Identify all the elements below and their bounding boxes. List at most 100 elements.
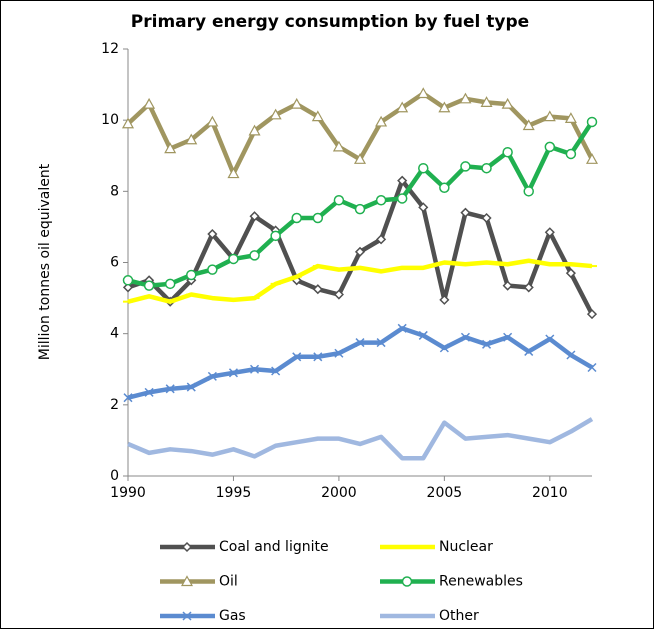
point: [354, 246, 366, 257]
point: [143, 280, 155, 291]
legend-label: Renewables: [439, 574, 523, 590]
point: [354, 203, 366, 215]
point: [313, 352, 323, 362]
point: [207, 371, 217, 381]
point: [460, 161, 471, 172]
point: [587, 362, 597, 373]
point: [566, 350, 576, 360]
point: [418, 162, 429, 174]
point: [206, 115, 219, 127]
point: [249, 211, 260, 222]
point: [333, 194, 345, 206]
point: [397, 175, 408, 186]
point: [439, 343, 449, 353]
point: [523, 186, 534, 197]
legend-marker: [182, 611, 192, 621]
y-axis-label: Million tonnes oil equivalent: [37, 163, 53, 360]
point: [460, 332, 470, 342]
point: [248, 124, 261, 136]
point: [186, 269, 197, 281]
point: [270, 230, 281, 242]
chart-title: Primary energy consumption by fuel type: [131, 12, 529, 32]
point: [544, 141, 556, 153]
point: [396, 193, 408, 204]
point: [207, 264, 218, 275]
y-tick-label: 2: [110, 397, 119, 413]
y-tick-label: 10: [101, 112, 119, 128]
point: [375, 194, 387, 206]
point: [480, 96, 493, 107]
point: [564, 112, 577, 123]
legend-label: Coal and lignite: [219, 539, 329, 555]
point: [522, 119, 535, 131]
point: [355, 338, 365, 348]
legend-label: Other: [439, 608, 479, 624]
point: [312, 212, 324, 224]
legend-label: Oil: [219, 574, 238, 590]
point: [271, 366, 281, 376]
point: [332, 140, 345, 152]
point: [586, 116, 598, 128]
point: [481, 212, 492, 224]
point: [376, 234, 387, 245]
point: [123, 393, 133, 403]
point: [376, 338, 386, 348]
point: [312, 284, 323, 295]
point: [459, 92, 472, 104]
series-line: [127, 417, 594, 461]
point: [565, 268, 576, 279]
point: [207, 228, 218, 240]
point: [586, 309, 598, 320]
legend-label: Nuclear: [439, 539, 493, 555]
point: [375, 115, 388, 127]
legend-marker: [180, 575, 194, 587]
point: [269, 108, 282, 120]
point: [396, 101, 409, 113]
point: [249, 250, 260, 261]
x-tick-label: 2000: [321, 485, 357, 501]
point: [250, 364, 260, 374]
point: [122, 282, 134, 293]
point: [164, 278, 176, 290]
point: [143, 97, 156, 109]
point: [164, 142, 177, 154]
legend-marker: [181, 541, 193, 553]
point: [228, 253, 239, 265]
point: [585, 153, 599, 164]
point: [481, 162, 492, 174]
x-tick-label: 2010: [532, 485, 568, 501]
point: [543, 110, 556, 122]
x-tick-label: 2005: [427, 485, 463, 501]
point: [460, 207, 471, 218]
x-tick-label: 1995: [216, 485, 252, 501]
point: [524, 346, 534, 356]
point: [438, 101, 451, 113]
point: [290, 97, 303, 109]
point: [291, 212, 302, 224]
point: [417, 87, 430, 99]
y-tick-label: 6: [110, 255, 119, 271]
point: [503, 332, 513, 342]
point: [439, 182, 450, 194]
point: [418, 202, 429, 213]
y-tick-label: 8: [110, 183, 119, 199]
point: [565, 148, 577, 160]
point: [502, 280, 513, 291]
point: [501, 97, 514, 109]
point: [311, 110, 324, 122]
point: [292, 352, 302, 362]
point: [353, 153, 367, 164]
point: [185, 133, 198, 145]
point: [482, 339, 492, 349]
legend-marker: [401, 576, 413, 587]
point: [523, 282, 534, 293]
point: [545, 334, 555, 344]
point: [121, 117, 135, 129]
y-tick-label: 4: [110, 326, 119, 342]
x-tick-label: 1990: [110, 485, 146, 501]
point: [334, 348, 344, 358]
point: [165, 384, 175, 394]
point: [333, 289, 344, 300]
